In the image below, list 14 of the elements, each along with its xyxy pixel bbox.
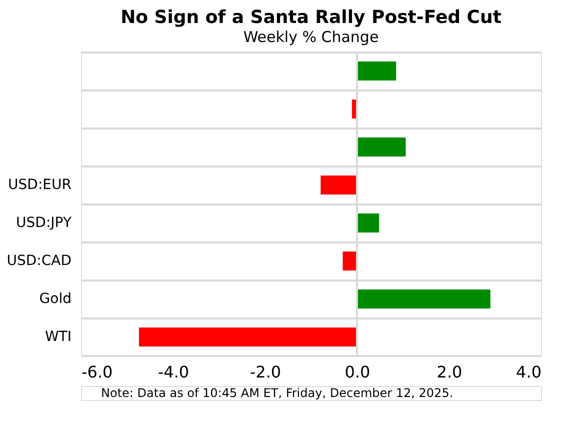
chart-title: No Sign of a Santa Rally Post-Fed Cut (120, 7, 502, 28)
y-tick-label: Gold (39, 291, 72, 307)
x-tick-label: -2.0 (250, 362, 282, 382)
y-tick-label: WTI (44, 329, 72, 345)
x-tick-label: 4.0 (516, 362, 542, 382)
x-tick-label: -6.0 (82, 362, 113, 382)
y-tick-label: USD:CAD (6, 253, 72, 269)
y-tick-label: USD:EUR (8, 177, 72, 193)
text: Note: Data as of 10:45 AM ET, Friday, December 12, 2025. (101, 386, 454, 400)
x-tick-label: 2.0 (436, 362, 462, 382)
y-tick-label: USD:JPY (16, 215, 72, 231)
x-tick-label: 0.0 (344, 362, 370, 382)
chart-subtitle: Weekly % Change (243, 28, 379, 46)
x-tick-label: -4.0 (158, 362, 190, 382)
